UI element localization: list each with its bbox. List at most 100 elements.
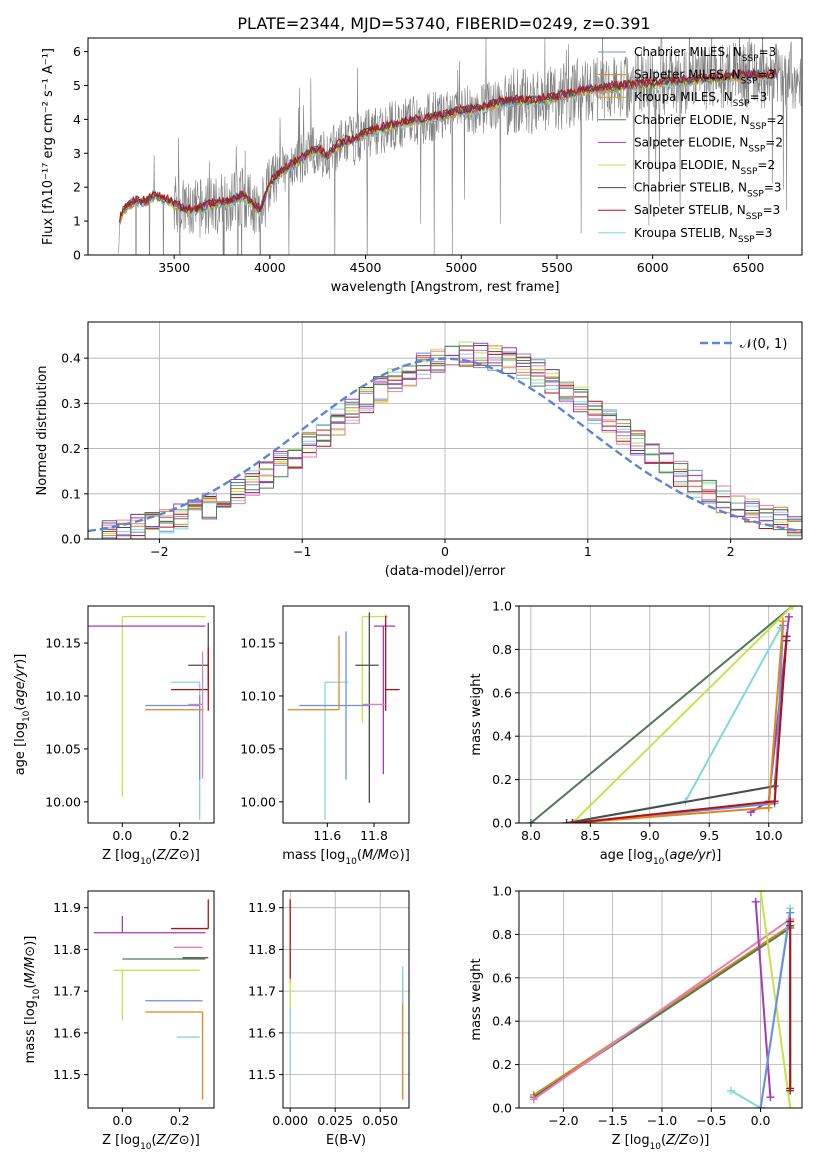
y-tick-label: 10.00 xyxy=(45,794,81,809)
legend-label-salpeter_stelib: Salpeter STELIB, NSSP=3 xyxy=(634,203,780,222)
y-tick-label: 10.15 xyxy=(45,636,81,651)
errorbar-point-kroupa_elodie xyxy=(113,969,200,1021)
histogram-salpeter_elodie xyxy=(88,342,802,539)
y-tick-label: 0.8 xyxy=(492,642,512,657)
y-tick-label: 10.05 xyxy=(45,741,81,756)
x-tick-label: 0.025 xyxy=(317,1113,353,1128)
x-axis-label: E(B-V) xyxy=(326,1133,366,1148)
axes-frame xyxy=(282,605,410,824)
weight-marker-salpeter_elodie xyxy=(784,612,793,621)
weight-line-extra_pink xyxy=(533,918,791,1101)
y-tick-label: 10.05 xyxy=(240,741,276,756)
x-axis-label: (data-model)/error xyxy=(385,564,506,579)
x-tick-label: 4000 xyxy=(254,260,286,275)
errorbar-point-salpeter_stelib xyxy=(171,899,209,930)
y-tick-label: 11.8 xyxy=(53,942,81,957)
axes-mass_vs_ebv: 0.000 0.025 0.050 11.5 11.6 11.7 11.8 11.9 E(B-V… xyxy=(248,890,410,1148)
x-tick-label: 2 xyxy=(727,544,735,559)
x-tick-label: 1 xyxy=(584,544,592,559)
x-tick-label: 3500 xyxy=(158,260,190,275)
y-tick-label: 0.4 xyxy=(61,351,81,366)
y-tick-label: 11.8 xyxy=(248,942,276,957)
x-axis-label: Z [log10(Z/Z⊙)] xyxy=(102,1133,200,1152)
weight-line-kroupa_elodie xyxy=(759,891,792,1108)
model-spectrum-salpeter_stelib xyxy=(119,67,777,222)
legend-label-kroupa_elodie: Kroupa ELODIE, NSSP=2 xyxy=(634,158,775,177)
weight-marker-chabrier_stelib xyxy=(562,819,571,823)
y-tick-label: 0.1 xyxy=(61,486,81,501)
weight-marker-kroupa_elodie xyxy=(786,1104,795,1108)
y-tick-label: 11.7 xyxy=(248,984,276,999)
weight-marker-chabrier_miles xyxy=(786,908,795,917)
x-tick-label: 0.0 xyxy=(112,1113,132,1128)
y-tick-label: 2 xyxy=(73,180,81,195)
errorbar-point-salpeter_stelib xyxy=(385,615,400,711)
plot-area xyxy=(88,322,802,539)
x-tick-label: 9.5 xyxy=(699,828,719,843)
weight-marker-salpeter_stelib xyxy=(782,632,791,641)
weight-line-kroupa_elodie xyxy=(571,606,794,823)
weight-marker-salpeter_miles xyxy=(778,617,787,626)
y-tick-label: 0.2 xyxy=(492,1057,512,1072)
y-tick-label: 11.5 xyxy=(248,1067,276,1082)
y-tick-label: 11.7 xyxy=(53,984,81,999)
x-tick-label: 8.0 xyxy=(521,828,541,843)
y-tick-label: 10.10 xyxy=(45,688,81,703)
errorbar-point-salpeter_elodie xyxy=(374,625,395,775)
x-tick-label: 8.5 xyxy=(580,828,600,843)
errorbar-point-extra_pink xyxy=(188,651,204,779)
weight-marker-kroupa_stelib xyxy=(727,1086,736,1095)
y-tick-label: 4 xyxy=(73,112,81,127)
legend-label-kroupa_stelib: Kroupa STELIB, NSSP=3 xyxy=(634,226,772,245)
errorbar-point-salpeter_miles xyxy=(145,1011,204,1100)
y-axis-label: mass [log10(M/M⊙)] xyxy=(23,936,42,1064)
y-axis-label: Normed distribution xyxy=(35,366,50,496)
y-tick-label: 11.9 xyxy=(248,900,276,915)
errorbar-point-chabrier_miles xyxy=(299,631,370,780)
x-tick-label: 4500 xyxy=(350,260,382,275)
legend-label-chabrier_stelib: Chabrier STELIB, NSSP=3 xyxy=(634,181,782,200)
plot-area xyxy=(519,606,802,823)
x-tick-label: 0.0 xyxy=(112,828,132,843)
legend: Chabrier MILES, NSSP=3 Salpeter MILES, NS… xyxy=(598,45,784,245)
x-tick-label: −2 xyxy=(150,544,168,559)
x-tick-label: 11.6 xyxy=(313,828,341,843)
axes-age_vs_mass: 11.6 11.8 10.00 10.05 10.10 10.15 mass [log10(… xyxy=(240,605,410,867)
x-tick-label: 5000 xyxy=(445,260,477,275)
x-tick-label: −0.5 xyxy=(696,1113,726,1128)
y-tick-label: 10.15 xyxy=(240,636,276,651)
x-tick-label: −2.0 xyxy=(548,1113,578,1128)
x-axis-label: mass [log10(M/M⊙)] xyxy=(282,848,410,867)
weight-line-chabrier_miles xyxy=(759,912,792,1108)
plot-area xyxy=(118,38,802,255)
weight-marker-kroupa_elodie xyxy=(756,891,765,895)
y-tick-label: 0.4 xyxy=(492,729,512,744)
axes-weight_vs_z: −2.0 −1.5 −1.0 −0.5 0.0 0.0 0.2 0.4 0.6 0.8 1.0 Z [… xyxy=(469,884,803,1152)
y-tick-label: 11.6 xyxy=(248,1025,276,1040)
x-axis-label: age [log10(age/yr)] xyxy=(600,848,722,867)
errorbar-point-kroupa_elodie xyxy=(121,615,206,797)
weight-marker-chabrier_elodie xyxy=(526,819,535,823)
axes-frame xyxy=(518,890,803,1109)
y-tick-label: 3 xyxy=(73,146,81,161)
y-tick-label: 1.0 xyxy=(492,599,512,614)
y-axis-label: age [log10(age/yr)] xyxy=(13,654,32,776)
plot-area xyxy=(88,615,209,820)
y-tick-label: 0.0 xyxy=(492,1101,512,1116)
legend-label-chabrier_miles: Chabrier MILES, NSSP=3 xyxy=(634,45,776,64)
axes-frame xyxy=(87,605,215,824)
x-tick-label: −1.0 xyxy=(647,1113,677,1128)
y-tick-label: 0.6 xyxy=(492,685,512,700)
x-tick-label: 5500 xyxy=(541,260,573,275)
weight-marker-salpeter_elodie xyxy=(751,897,760,906)
y-tick-label: 1.0 xyxy=(492,884,512,899)
axes-frame xyxy=(282,890,410,1109)
plot-area xyxy=(283,891,409,1108)
y-tick-label: 0.6 xyxy=(492,970,512,985)
errorbar-point-chabrier_stelib xyxy=(355,612,379,803)
errorbar-point-chabrier_miles xyxy=(145,694,201,780)
legend-label-kroupa_miles: Kroupa MILES, NSSP=3 xyxy=(634,90,767,109)
y-tick-label: 5 xyxy=(73,78,81,93)
x-tick-label: −1 xyxy=(293,544,311,559)
